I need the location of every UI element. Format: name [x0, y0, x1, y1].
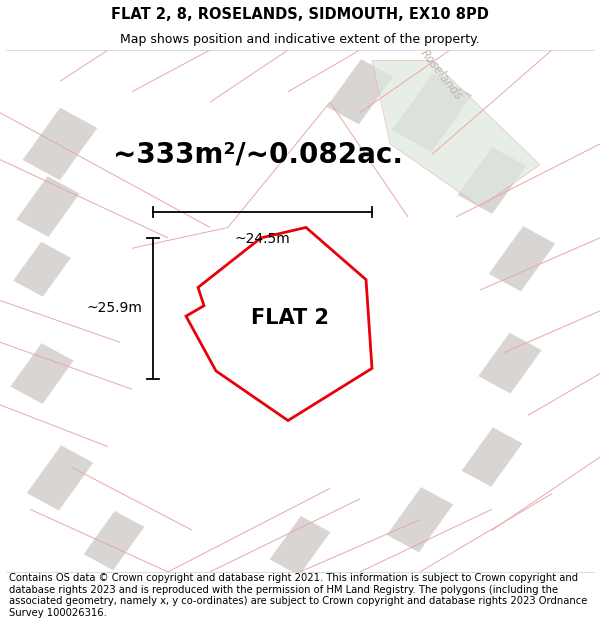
Polygon shape	[186, 228, 372, 421]
Text: Roselands: Roselands	[417, 47, 464, 102]
Polygon shape	[391, 72, 473, 152]
Polygon shape	[22, 107, 98, 181]
Text: ~25.9m: ~25.9m	[86, 301, 142, 316]
Polygon shape	[200, 268, 352, 391]
Polygon shape	[83, 510, 145, 571]
Polygon shape	[326, 58, 394, 125]
Polygon shape	[13, 241, 71, 298]
Polygon shape	[386, 486, 454, 553]
Polygon shape	[26, 444, 94, 511]
Text: Contains OS data © Crown copyright and database right 2021. This information is : Contains OS data © Crown copyright and d…	[9, 573, 587, 618]
Text: Map shows position and indicative extent of the property.: Map shows position and indicative extent…	[120, 32, 480, 46]
Text: FLAT 2: FLAT 2	[251, 308, 329, 328]
Polygon shape	[372, 61, 540, 206]
Polygon shape	[10, 342, 74, 404]
Polygon shape	[478, 332, 542, 394]
Polygon shape	[16, 176, 80, 238]
Text: FLAT 2, 8, ROSELANDS, SIDMOUTH, EX10 8PD: FLAT 2, 8, ROSELANDS, SIDMOUTH, EX10 8PD	[111, 6, 489, 21]
Polygon shape	[457, 146, 527, 214]
Text: ~24.5m: ~24.5m	[235, 232, 290, 246]
Text: ~333m²/~0.082ac.: ~333m²/~0.082ac.	[113, 141, 403, 168]
Polygon shape	[461, 427, 523, 488]
Polygon shape	[488, 226, 556, 292]
Polygon shape	[269, 516, 331, 576]
